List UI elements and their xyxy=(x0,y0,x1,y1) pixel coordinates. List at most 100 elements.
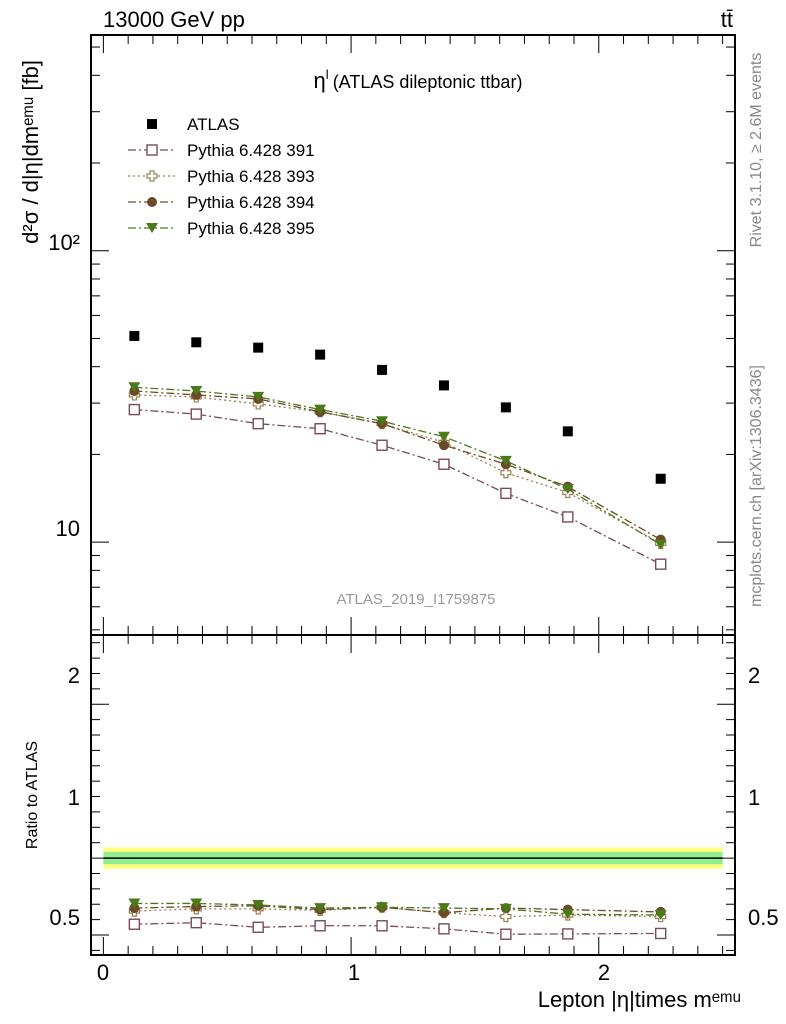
legend-marker xyxy=(147,197,157,207)
ratio-y-tick-1: 1 xyxy=(68,785,80,810)
data-point xyxy=(252,417,264,430)
data-point xyxy=(500,467,512,479)
ratio-data-point xyxy=(314,920,326,932)
ratio-y-tick-2-right: 2 xyxy=(748,663,760,688)
ratio-y-axis-label: Ratio to ATLAS xyxy=(24,741,41,849)
ratio-data-point xyxy=(190,916,202,929)
ratio-data-point xyxy=(252,900,265,910)
data-point xyxy=(128,403,141,416)
legend-marker xyxy=(147,119,157,129)
analysis-watermark: ATLAS_2019_I1759875 xyxy=(336,591,495,608)
legend-label: Pythia 6.428 391 xyxy=(187,141,315,160)
series-line xyxy=(134,390,662,541)
ratio-series-pythia-6-428-391 xyxy=(128,916,667,940)
data-point xyxy=(315,349,326,360)
x-axis-label: Lepton |η|times mᵉᵐᵘ xyxy=(538,987,741,1012)
x-tick-label-1: 1 xyxy=(348,960,360,985)
legend-marker xyxy=(146,170,158,182)
ratio-y-tick-1-right: 1 xyxy=(748,785,760,810)
series-line xyxy=(134,386,662,546)
ratio-data-point xyxy=(376,902,389,913)
data-point xyxy=(190,408,202,420)
data-point xyxy=(128,382,141,393)
ratio-data-point xyxy=(376,920,388,932)
data-point xyxy=(377,364,388,375)
data-point xyxy=(562,426,573,437)
data-point xyxy=(438,458,450,470)
ratio-uncertainty-band xyxy=(103,847,723,869)
series-atlas xyxy=(129,330,666,484)
ratio-axis-ticks xyxy=(91,635,735,955)
data-point xyxy=(376,416,389,427)
data-point xyxy=(191,337,202,348)
data-point xyxy=(499,455,512,466)
ratio-data-point xyxy=(314,903,327,914)
ratio-panel-frame xyxy=(90,634,736,956)
ratio-data-point xyxy=(500,928,512,940)
ratio-data-point xyxy=(561,909,574,920)
series-pythia-6-428-394 xyxy=(129,386,666,545)
legend-entry: ATLAS xyxy=(147,115,240,134)
chart-title: ηl (ATLAS dileptonic ttbar) xyxy=(314,67,523,93)
data-point xyxy=(314,404,327,415)
series-pythia-6-428-391 xyxy=(128,403,667,570)
legend-label: ATLAS xyxy=(187,115,240,134)
legend-entry: Pythia 6.428 395 xyxy=(128,219,315,238)
legend-marker xyxy=(146,223,158,233)
ratio-data-point xyxy=(562,928,574,940)
data-point xyxy=(253,342,264,353)
ratio-y-tick-0.5: 0.5 xyxy=(49,905,80,930)
legend-entry: Pythia 6.428 391 xyxy=(128,141,315,160)
main-axis-ticks xyxy=(91,35,735,635)
ratio-y-tick-0.5-right: 0.5 xyxy=(748,905,779,930)
ratio-data-point xyxy=(437,903,450,914)
data-point xyxy=(654,539,667,550)
ratio-data-point xyxy=(190,898,203,909)
ratio-data-point xyxy=(128,898,141,909)
main-y-axis-label: d²σ / d|η|dmᵉᵐᵘ [fb] xyxy=(18,60,43,244)
legend-label: Pythia 6.428 394 xyxy=(187,193,315,212)
ratio-data-point xyxy=(654,910,667,920)
title-text: (ATLAS dileptonic ttbar) xyxy=(333,72,523,92)
data-point xyxy=(190,386,203,397)
data-point xyxy=(437,431,450,442)
ratio-series-layer xyxy=(128,898,667,940)
series-pythia-6-428-395 xyxy=(128,382,667,550)
ratio-panel: 0.5 1 2 0.5 1 2 Ratio to ATLAS 0 1 2 Lep… xyxy=(24,634,779,1012)
mcplots-label: mcplots.cern.ch [arXiv:1306.3436] xyxy=(748,365,765,607)
main-panel: 10 10² d²σ / d|η|dmᵉᵐᵘ [fb] ηl (ATLAS dil… xyxy=(18,34,736,636)
rivet-version-label: Rivet 3.1.10, ≥ 2.6M events xyxy=(748,53,765,248)
ratio-series-line xyxy=(134,905,661,914)
data-point xyxy=(438,440,449,451)
ratio-data-point xyxy=(438,923,450,935)
ratio-series-pythia-6-428-393 xyxy=(128,901,667,923)
legend-marker xyxy=(146,144,158,156)
data-point xyxy=(655,473,666,484)
data-point xyxy=(314,423,326,435)
y-tick-label-10: 10 xyxy=(56,516,80,541)
ratio-y-tick-2: 2 xyxy=(68,663,80,688)
data-point xyxy=(562,511,574,523)
x-tick-label-2: 2 xyxy=(598,960,610,985)
data-point xyxy=(500,487,512,500)
legend-label: Pythia 6.428 393 xyxy=(187,167,315,186)
legend-label: Pythia 6.428 395 xyxy=(187,219,315,238)
series-line xyxy=(134,394,662,544)
legend-entry: Pythia 6.428 393 xyxy=(128,167,315,186)
ratio-series-line xyxy=(134,922,661,935)
ratio-data-point xyxy=(499,903,512,914)
ratio-data-point xyxy=(252,921,264,934)
ratio-data-point xyxy=(500,910,512,923)
ratio-data-point xyxy=(654,927,667,940)
title-symbol: η xyxy=(314,68,326,93)
title-superscript: l xyxy=(326,67,329,82)
process-label: tt̄ xyxy=(721,7,733,32)
data-point xyxy=(438,380,449,391)
data-point xyxy=(376,439,388,451)
ratio-data-point xyxy=(128,918,141,930)
data-point xyxy=(129,330,140,341)
energy-label: 13000 GeV pp xyxy=(103,7,245,32)
legend-entry: Pythia 6.428 394 xyxy=(128,193,315,212)
ratio-series-pythia-6-428-395 xyxy=(128,898,667,920)
